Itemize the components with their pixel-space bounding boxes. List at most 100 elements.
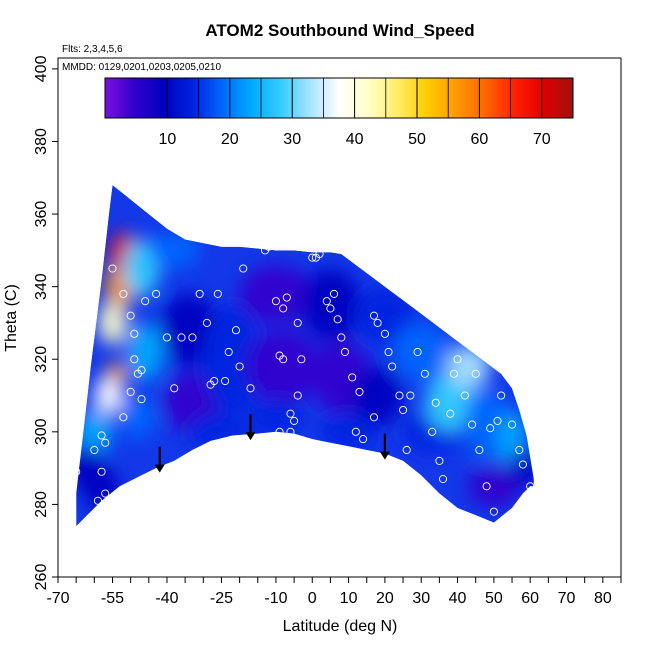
y-axis-tick-label: 280 [33, 491, 50, 518]
wind-blob [424, 373, 476, 432]
y-axis: 260 280 300 320 340 360 380 400 [33, 55, 58, 590]
observation-point [330, 289, 339, 298]
wind-blob [97, 301, 128, 345]
observation-point [515, 445, 524, 455]
observation-point [395, 391, 404, 400]
observation-point [286, 427, 295, 436]
y-axis-tick-label: 260 [33, 564, 50, 591]
observation-point [340, 347, 349, 357]
wind-blob [355, 286, 414, 345]
y-axis-tick-label: 360 [33, 201, 50, 228]
flight-arrow-head [154, 464, 165, 473]
flight-arrow-head [245, 432, 256, 441]
x-axis: -70 -55 -40 -25 -10 0 10 20 30 40 50 60 70 80 [46, 577, 622, 607]
observation-point [497, 391, 506, 400]
observation-point [518, 460, 527, 469]
observation-point [435, 456, 444, 465]
observation-point [239, 264, 248, 273]
observation-point [351, 427, 360, 436]
observation-point [413, 347, 422, 357]
x-axis-tick-label: -40 [155, 590, 178, 607]
y-axis-tick-label: 380 [33, 128, 50, 155]
observation-point [406, 391, 415, 400]
observation-point [93, 496, 103, 505]
observation-point [221, 376, 230, 386]
x-axis-label: Latitude (deg N) [283, 618, 398, 635]
observation-point [369, 311, 379, 320]
observation-point [264, 242, 273, 251]
x-axis-tick-label: -55 [101, 590, 124, 607]
observation-point [246, 384, 255, 393]
observation-point [97, 431, 106, 440]
x-axis-tick-label: 50 [485, 590, 503, 607]
observation-point [322, 297, 331, 306]
observation-point [308, 253, 317, 262]
observation-point [333, 315, 342, 324]
observation-point [195, 289, 204, 298]
wind-blob [446, 344, 491, 389]
observation-point [489, 507, 498, 516]
y-axis-tick-label: 400 [33, 55, 50, 82]
observation-point [504, 355, 513, 364]
observation-point [206, 380, 215, 389]
colorbar-gradient [104, 77, 574, 119]
observation-point [482, 482, 491, 491]
observation-point [235, 362, 244, 371]
colorbar-tick-label: 60 [471, 131, 489, 148]
observation-point [282, 293, 291, 302]
observation-point [297, 355, 306, 364]
y-axis-label: Theta (C) [3, 284, 20, 352]
observation-point [420, 369, 429, 378]
wind-blob [319, 413, 378, 450]
observation-point [446, 409, 455, 418]
observation-point [362, 260, 371, 269]
observation-point [101, 438, 110, 447]
observation-point [428, 427, 437, 436]
wind-blob [464, 388, 509, 461]
wind-blob [468, 464, 520, 509]
y-axis-tick-label: 320 [33, 346, 50, 373]
observation-point [402, 445, 411, 455]
observation-point [137, 395, 146, 404]
observation-point [359, 435, 368, 444]
observation-point [373, 318, 382, 327]
x-axis-tick-label: 80 [594, 590, 612, 607]
observation-point [449, 369, 458, 378]
observation-point [526, 482, 535, 491]
observation-point [213, 289, 222, 298]
wind-blob [76, 410, 113, 454]
observation-point [337, 333, 346, 342]
x-axis-tick-label: 20 [376, 590, 394, 607]
wind-field-blobs [76, 232, 534, 512]
observation-point [315, 249, 324, 259]
wind-blob [127, 322, 164, 382]
observation-point [130, 329, 139, 338]
observation-point [271, 297, 280, 306]
observation-point [453, 355, 462, 364]
observation-point [290, 416, 299, 425]
colorbar-tick-label: 40 [346, 131, 364, 148]
observation-point [326, 304, 335, 313]
observation-point [108, 264, 117, 273]
flights-label: Flts: 2,3,4,5,6 [62, 44, 123, 55]
flight-arrows [154, 414, 390, 473]
observation-point [101, 489, 110, 498]
x-axis-tick-label: 0 [308, 590, 317, 607]
observation-point [380, 329, 389, 338]
wind-blob [246, 399, 305, 436]
wind-blob [239, 264, 313, 323]
observation-point [279, 355, 288, 364]
observation-point [468, 420, 477, 429]
observation-point [231, 326, 241, 335]
observation-point [202, 318, 211, 327]
colorbar-tick-label: 70 [533, 131, 551, 148]
wind-blob [83, 468, 120, 512]
observation-point [293, 391, 302, 400]
x-axis-tick-label: -10 [264, 590, 287, 607]
observation-point [72, 467, 81, 476]
observation-point [90, 445, 99, 455]
x-axis-tick-label: -25 [210, 590, 233, 607]
observation-point [275, 427, 284, 436]
y-axis-tick-label: 340 [33, 273, 50, 300]
